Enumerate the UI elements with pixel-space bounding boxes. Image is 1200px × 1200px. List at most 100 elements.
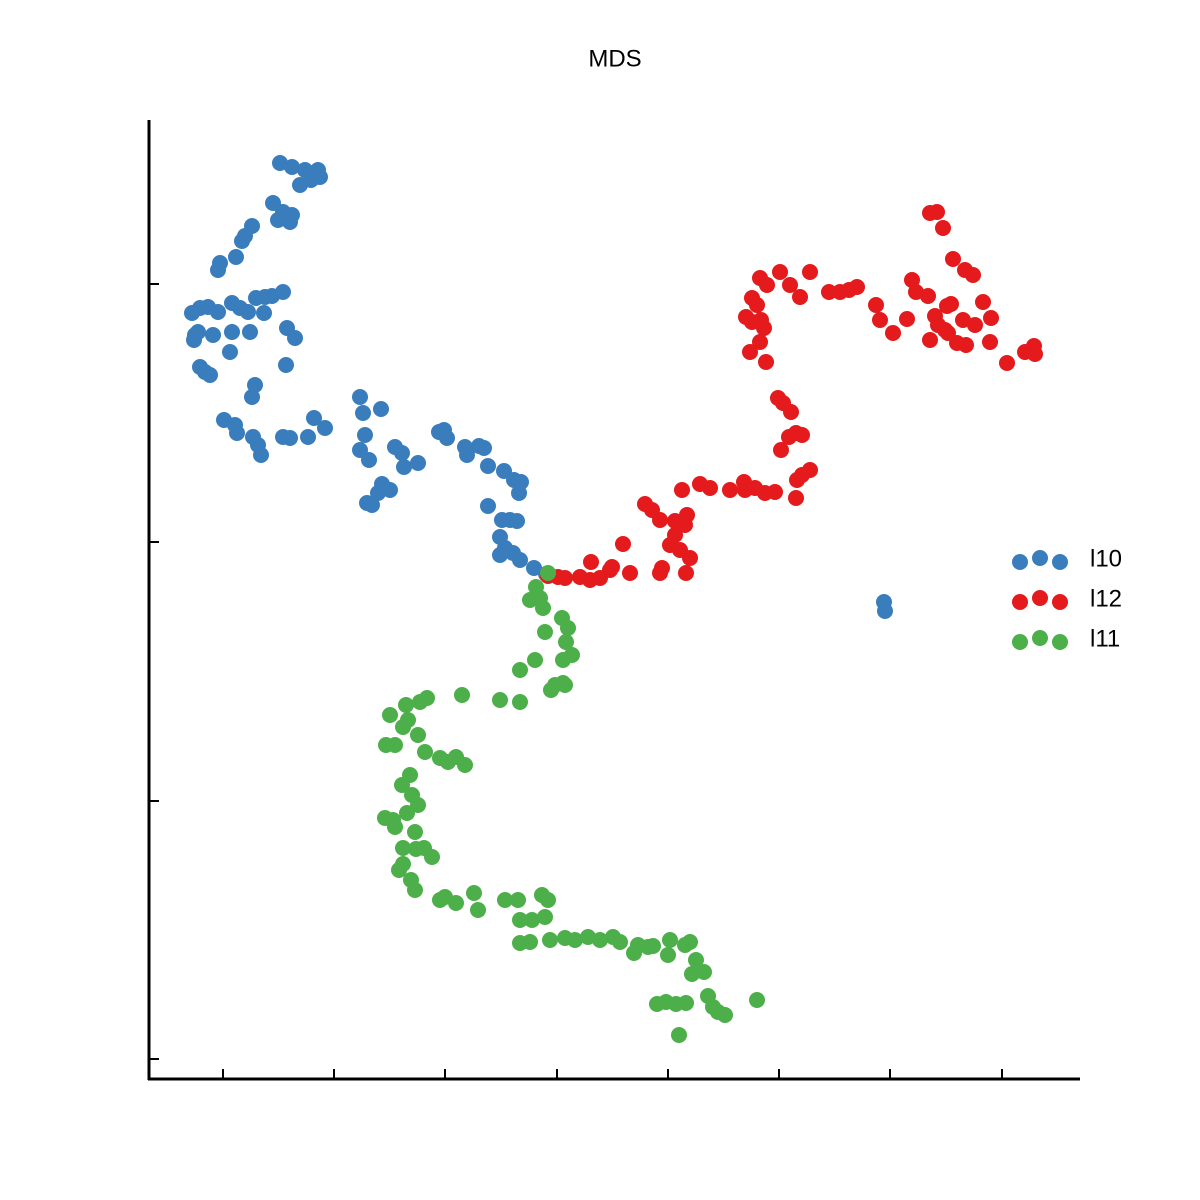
point bbox=[555, 652, 571, 668]
point bbox=[509, 513, 525, 529]
point bbox=[645, 938, 661, 954]
point bbox=[512, 912, 528, 928]
point bbox=[958, 337, 974, 353]
point bbox=[222, 344, 238, 360]
point bbox=[287, 330, 303, 346]
legend-label: l10 bbox=[1090, 545, 1122, 572]
point bbox=[717, 1007, 733, 1023]
legend-marker bbox=[1032, 550, 1048, 566]
point bbox=[975, 294, 991, 310]
point bbox=[398, 697, 414, 713]
point bbox=[983, 310, 999, 326]
point bbox=[789, 472, 805, 488]
point bbox=[756, 320, 772, 336]
point bbox=[802, 264, 818, 280]
point bbox=[540, 892, 556, 908]
point bbox=[240, 304, 256, 320]
point bbox=[454, 687, 470, 703]
point bbox=[537, 909, 553, 925]
point bbox=[794, 427, 810, 443]
point bbox=[982, 334, 998, 350]
point bbox=[256, 305, 272, 321]
legend-marker bbox=[1052, 554, 1068, 570]
point bbox=[604, 559, 620, 575]
point bbox=[466, 885, 482, 901]
point bbox=[278, 357, 294, 373]
point bbox=[696, 964, 712, 980]
point bbox=[513, 474, 529, 490]
point bbox=[352, 389, 368, 405]
point bbox=[788, 490, 804, 506]
point bbox=[572, 569, 588, 585]
point bbox=[410, 455, 426, 471]
point bbox=[792, 289, 808, 305]
point bbox=[275, 284, 291, 300]
point bbox=[284, 159, 300, 175]
legend-marker bbox=[1032, 630, 1048, 646]
point bbox=[920, 288, 936, 304]
point bbox=[684, 966, 700, 982]
point bbox=[470, 902, 486, 918]
point bbox=[210, 304, 226, 320]
point bbox=[649, 996, 665, 1012]
point bbox=[945, 251, 961, 267]
point bbox=[935, 220, 951, 236]
point bbox=[660, 947, 676, 963]
point bbox=[355, 405, 371, 421]
point bbox=[497, 892, 513, 908]
point bbox=[317, 420, 333, 436]
point bbox=[244, 389, 260, 405]
point bbox=[872, 312, 888, 328]
point bbox=[783, 404, 799, 420]
point bbox=[417, 744, 433, 760]
point bbox=[424, 849, 440, 865]
point bbox=[492, 692, 508, 708]
point bbox=[667, 513, 683, 529]
point bbox=[300, 429, 316, 445]
legend-label: l11 bbox=[1090, 625, 1120, 652]
point bbox=[752, 334, 768, 350]
point bbox=[885, 325, 901, 341]
point bbox=[492, 547, 508, 563]
point bbox=[682, 550, 698, 566]
point bbox=[476, 440, 492, 456]
point bbox=[282, 214, 298, 230]
point bbox=[542, 932, 558, 948]
point bbox=[560, 620, 576, 636]
point bbox=[524, 912, 540, 928]
point bbox=[253, 447, 269, 463]
point bbox=[510, 892, 526, 908]
legend-marker bbox=[1012, 554, 1028, 570]
point bbox=[512, 694, 528, 710]
point bbox=[868, 297, 884, 313]
point bbox=[373, 401, 389, 417]
point bbox=[662, 932, 678, 948]
point bbox=[399, 805, 415, 821]
point bbox=[394, 777, 410, 793]
point bbox=[459, 447, 475, 463]
point bbox=[391, 862, 407, 878]
point bbox=[387, 737, 403, 753]
point bbox=[967, 317, 983, 333]
point bbox=[457, 757, 473, 773]
point bbox=[210, 262, 226, 278]
legend-marker bbox=[1012, 634, 1028, 650]
point bbox=[522, 592, 538, 608]
point bbox=[480, 458, 496, 474]
point bbox=[395, 840, 411, 856]
point bbox=[773, 442, 789, 458]
point bbox=[772, 264, 788, 280]
point bbox=[242, 324, 258, 340]
point bbox=[965, 267, 981, 283]
point bbox=[394, 445, 410, 461]
point bbox=[361, 452, 377, 468]
point bbox=[557, 677, 573, 693]
point bbox=[270, 212, 286, 228]
point bbox=[410, 797, 426, 813]
point bbox=[682, 934, 698, 950]
point bbox=[674, 482, 690, 498]
point bbox=[382, 482, 398, 498]
point bbox=[512, 552, 528, 568]
point bbox=[540, 565, 556, 581]
